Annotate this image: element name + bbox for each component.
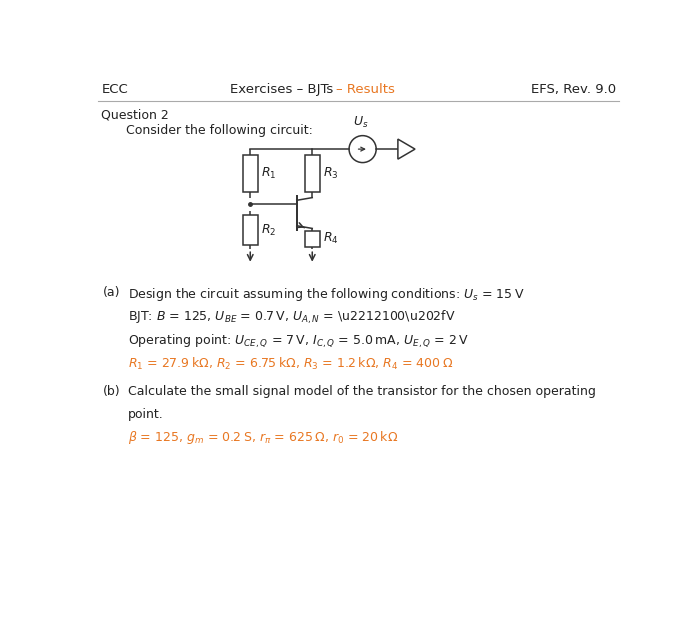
Text: $R_1$: $R_1$ [261, 166, 277, 181]
Bar [242, 215, 258, 244]
Text: $\beta$ = 125, $g_m$ = 0.2 S, $r_\pi$ = 625 Ω, $r_0$ = 20 kΩ: $\beta$ = 125, $g_m$ = 0.2 S, $r_\pi$ = … [128, 429, 398, 446]
Text: (a): (a) [103, 286, 120, 299]
Polygon shape [398, 139, 415, 159]
Bar [304, 155, 320, 192]
Text: BJT: $B$ = 125, $U_{BE}$ = 0.7 V, $U_{A,N}$ = \u2212100\u202fV: BJT: $B$ = 125, $U_{BE}$ = 0.7 V, $U_{A,… [128, 310, 456, 327]
Text: $R_4$: $R_4$ [323, 231, 339, 246]
Text: $R_1$ = 27.9 kΩ, $R_2$ = 6.75 kΩ, $R_3$ = 1.2 kΩ, $R_4$ = 400 Ω: $R_1$ = 27.9 kΩ, $R_2$ = 6.75 kΩ, $R_3$ … [128, 356, 453, 372]
Text: Exercises – BJTs: Exercises – BJTs [230, 82, 335, 96]
Text: $R_3$: $R_3$ [323, 166, 339, 181]
Text: EFS, Rev. 9.0: EFS, Rev. 9.0 [531, 82, 616, 96]
Text: Design the circuit assuming the following conditions: $U_s$ = 15 V: Design the circuit assuming the followin… [128, 286, 524, 303]
Bar [304, 231, 320, 247]
Text: $U_s$: $U_s$ [353, 115, 368, 130]
Text: Operating point: $U_{CE,Q}$ = 7 V, $I_{C,Q}$ = 5.0 mA, $U_{E,Q}$ = 2 V: Operating point: $U_{CE,Q}$ = 7 V, $I_{C… [128, 332, 469, 349]
Text: $R_2$: $R_2$ [261, 222, 277, 237]
Text: Question 2: Question 2 [102, 109, 169, 122]
Text: Calculate the small signal model of the transistor for the chosen operating: Calculate the small signal model of the … [128, 385, 596, 398]
Text: – Results: – Results [335, 82, 394, 96]
Text: ECC: ECC [102, 82, 128, 96]
Text: Consider the following circuit:: Consider the following circuit: [126, 124, 313, 137]
Bar [242, 155, 258, 192]
Text: (b): (b) [103, 385, 120, 398]
Text: point.: point. [128, 408, 164, 421]
